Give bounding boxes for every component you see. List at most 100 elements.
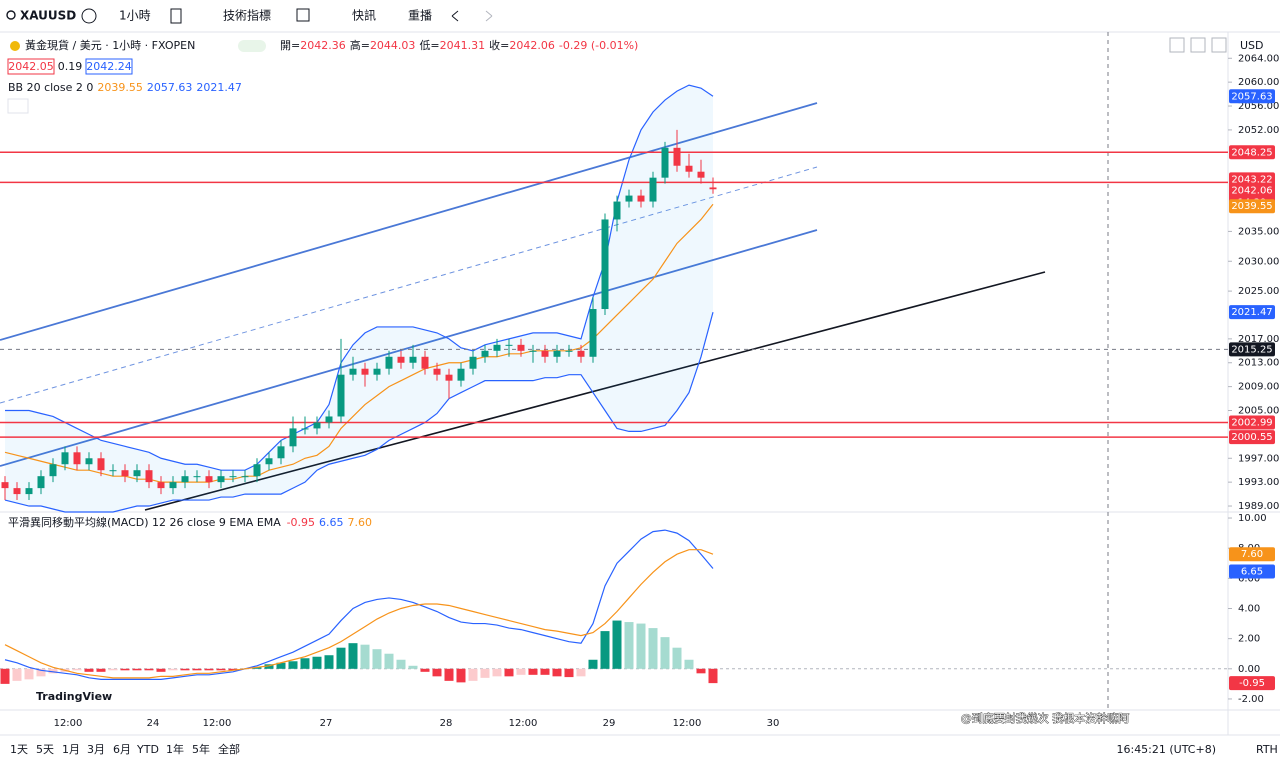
- macd-histogram-bar: [708, 668, 718, 684]
- range-button[interactable]: 全部: [218, 742, 240, 756]
- layouts[interactable]: [296, 8, 310, 22]
- ask-box[interactable]: [85, 58, 133, 75]
- macd-histogram-bar: [684, 659, 694, 669]
- candle-body: [229, 476, 237, 478]
- hline-tag-bg: [1229, 145, 1275, 160]
- macd-histogram-bar: [360, 644, 370, 669]
- bb-lower: [4, 312, 714, 513]
- candle-body: [457, 368, 465, 381]
- btn-down[interactable]: [1169, 37, 1185, 53]
- candle-body: [241, 476, 249, 478]
- bb-label: BB 20 close 2 0: [8, 81, 93, 94]
- ohlc-change: -0.29 (-0.01%): [559, 39, 638, 52]
- ohlc-value: 2042.06: [509, 39, 555, 52]
- bb-upper: [5, 84, 714, 471]
- btn-up[interactable]: [1190, 37, 1206, 53]
- candle-body: [649, 177, 657, 202]
- candle-body: [337, 374, 345, 417]
- macd-histogram-bar: [264, 664, 274, 669]
- candle-body: [529, 350, 537, 352]
- hline-tag: 2043.22: [1231, 174, 1272, 185]
- candle-body: [265, 458, 273, 465]
- macd-line: [4, 529, 714, 680]
- macd-histogram-bar: [180, 668, 190, 671]
- btn-fullscreen[interactable]: [1211, 37, 1227, 53]
- x-tick-label: 12:00: [509, 718, 538, 729]
- macd-y-tick-label: 4.00: [1238, 603, 1260, 614]
- redo[interactable]: [485, 10, 493, 22]
- candle-body: [481, 350, 489, 357]
- candle-body: [121, 470, 129, 477]
- range-button[interactable]: 1月: [62, 743, 80, 756]
- alert[interactable]: 快訊: [352, 8, 376, 23]
- y-tick-label: 2013.00: [1238, 358, 1279, 369]
- session[interactable]: RTH: [1256, 743, 1278, 756]
- macd-y-tick-label: -2.00: [1238, 694, 1264, 705]
- candle-body: [541, 350, 549, 357]
- macd-histogram-bar: [108, 668, 118, 671]
- macd-histogram-bar: [288, 661, 298, 669]
- x-tick-label: 27: [320, 718, 333, 729]
- candle-body: [277, 446, 285, 459]
- chart-type[interactable]: [170, 8, 182, 24]
- ohlc-label: 開=: [280, 39, 300, 52]
- bb-legend: BB 20 close 2 0 2039.55 2057.63 2021.47: [8, 81, 242, 94]
- replay[interactable]: 重播: [408, 9, 432, 23]
- macd-histogram-bar: [540, 668, 550, 675]
- symbol-logo: [10, 41, 20, 51]
- bid-box[interactable]: [7, 58, 55, 75]
- candle-body: [97, 458, 105, 471]
- candle-body: [469, 356, 477, 369]
- range-button[interactable]: 3月: [87, 743, 105, 756]
- hist-tag: -0.95: [1239, 678, 1265, 689]
- macd-histogram-bar: [588, 659, 598, 669]
- collapse-legend[interactable]: [7, 98, 29, 114]
- macd-histogram-bar: [660, 637, 670, 669]
- macd-y-tick-label: 10.00: [1238, 513, 1267, 524]
- range-button[interactable]: YTD: [136, 743, 159, 756]
- hline-tag-bg: [1229, 172, 1275, 187]
- range-button[interactable]: 1天: [10, 743, 28, 756]
- candle-body: [109, 470, 117, 472]
- ask[interactable]: 2042.24: [86, 60, 132, 73]
- macd-y-tick-label: 2.00: [1238, 634, 1260, 645]
- channel-upper[interactable]: [0, 102, 818, 341]
- indicators[interactable]: 技術指標: [223, 8, 271, 23]
- candle-body: [661, 147, 669, 178]
- macd-histogram-bar: [192, 668, 202, 671]
- macd-histogram-bar: [48, 668, 58, 674]
- range-button[interactable]: 5年: [192, 742, 210, 756]
- candle-body: [37, 476, 45, 489]
- range-button[interactable]: 6月: [113, 743, 131, 756]
- interval[interactable]: 1小時: [119, 9, 151, 23]
- y-tick-label: 2035.00: [1238, 226, 1279, 237]
- macd-histogram-bar: [324, 655, 334, 669]
- candle-body: [85, 458, 93, 465]
- candle-body: [73, 452, 81, 465]
- candle-body: [193, 476, 201, 478]
- add-symbol[interactable]: [81, 8, 97, 24]
- channel-middle[interactable]: [0, 166, 818, 404]
- macd-histogram-bar: [0, 668, 10, 684]
- market-status: [238, 40, 266, 52]
- range-button[interactable]: 5天: [36, 743, 54, 756]
- bid[interactable]: 2042.05: [8, 60, 54, 73]
- symbol[interactable]: XAUUSD: [20, 9, 76, 23]
- candle-body: [385, 356, 393, 369]
- bb-upper-tag: 2057.63: [1231, 91, 1272, 102]
- undo[interactable]: [451, 10, 459, 22]
- bb-lower-tag-bg: [1229, 305, 1275, 320]
- search-icon[interactable]: [6, 10, 16, 20]
- trend-line[interactable]: [144, 271, 1046, 511]
- range-button[interactable]: 1年: [166, 742, 184, 756]
- currency[interactable]: USD: [1240, 39, 1264, 52]
- last-price-tag: 2042.06: [1231, 185, 1272, 196]
- candle-body: [361, 368, 369, 375]
- candle-body: [589, 309, 597, 357]
- macd-histogram-bar: [168, 668, 178, 671]
- channel-lower[interactable]: [0, 229, 818, 467]
- macd-histogram-bar: [456, 668, 466, 683]
- candle-body: [169, 482, 177, 489]
- candle-body: [313, 422, 321, 429]
- hline-tag: 2000.55: [1231, 432, 1272, 443]
